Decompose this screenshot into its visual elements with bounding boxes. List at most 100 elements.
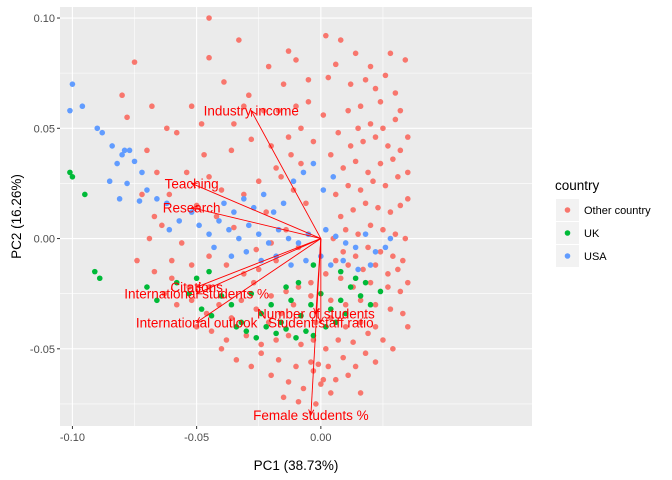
data-point-uk [206,268,212,275]
data-point-other-country [397,107,404,114]
data-point-usa [139,169,145,176]
data-point-usa [188,209,195,215]
data-point-other-country [168,257,175,264]
loading-label-industry-income: Industry income [204,104,299,119]
data-point-usa [255,231,262,237]
loading-label-student-staff-ratio: Student:staff ratio [268,315,374,330]
data-point-uk [293,334,299,341]
data-point-usa [241,196,247,202]
data-point-other-country [173,301,180,308]
data-point-other-country [280,81,287,87]
data-point-other-country [255,178,262,185]
data-point-other-country [255,266,262,273]
data-point-other-country [377,99,384,105]
data-point-other-country [355,231,361,237]
data-point-usa [320,187,327,193]
data-point-uk [323,323,329,330]
data-point-other-country [332,191,339,198]
data-point-other-country [263,209,269,215]
loading-label-citations: Citations [170,280,223,295]
data-point-other-country [385,284,391,290]
data-point-other-country [380,337,386,343]
data-point-other-country [377,248,384,255]
data-point-uk [273,330,279,337]
data-point-usa [236,235,242,242]
data-point-usa [362,231,369,237]
loading-arrowhead-teaching [190,182,198,189]
loading-arrow-industry-income [250,110,322,239]
data-point-other-country [188,103,195,110]
data-point-other-country [258,341,265,348]
data-point-other-country [241,103,247,110]
data-point-other-country [323,271,329,277]
data-point-other-country [188,262,195,268]
data-point-other-country [345,182,351,189]
loading-arrowhead-citations [195,282,203,288]
y-tick-label: 0.10 [34,13,55,25]
data-point-other-country [357,103,364,110]
data-point-other-country [345,372,351,379]
data-point-other-country [233,357,240,363]
data-point-other-country [206,253,212,259]
data-point-other-country [400,310,406,317]
data-point-other-country [380,125,386,132]
data-point-other-country [323,32,329,39]
data-point-other-country [404,134,411,140]
data-point-other-country [372,359,379,365]
data-point-other-country [223,337,230,343]
data-point-other-country [362,350,369,357]
data-point-usa [94,125,101,132]
data-point-uk [283,284,289,290]
data-point-usa [355,266,361,273]
data-point-other-country [260,107,267,114]
loading-arrowhead-student-staff-ratio [317,316,324,324]
data-point-other-country [375,204,381,211]
data-point-other-country [173,129,180,136]
data-point-other-country [332,257,339,264]
data-point-uk [96,275,103,282]
data-point-other-country [308,359,314,365]
data-point-other-country [327,390,334,396]
data-point-uk [278,319,284,326]
data-point-other-country [404,169,411,176]
data-point-other-country [216,301,222,308]
data-point-uk [243,328,250,334]
data-point-other-country [347,81,354,87]
legend-label-other-country: Other country [584,205,651,217]
data-point-other-country [231,224,237,231]
data-point-usa [260,191,267,198]
data-point-usa [131,158,138,165]
data-point-usa [221,200,227,207]
data-point-usa [124,180,130,187]
data-point-other-country [385,143,391,149]
data-point-other-country [335,337,342,343]
legend-label-usa: USA [584,251,607,263]
y-tick-label: 0.05 [34,123,55,135]
data-point-other-country [208,328,215,334]
data-point-other-country [332,376,339,383]
data-point-other-country [201,151,207,158]
data-point-other-country [168,275,175,282]
data-point-other-country [367,63,374,70]
data-point-other-country [392,231,399,237]
data-point-uk [263,323,269,330]
data-point-usa [340,257,347,264]
data-point-other-country [243,332,250,339]
data-point-other-country [139,191,145,198]
y-axis-title: PC2 (16.26%) [9,174,24,259]
data-point-other-country [308,293,314,299]
data-point-other-country [352,363,359,370]
data-point-other-country [340,354,347,361]
data-point-other-country [228,147,235,154]
data-point-other-country [188,297,195,304]
data-point-usa [109,143,115,149]
data-point-other-country [350,339,356,346]
data-point-usa [136,198,143,204]
legend-marker-other-country [564,207,571,213]
data-point-other-country [382,182,389,189]
data-point-other-country [360,266,366,273]
data-point-other-country [236,37,242,43]
data-point-usa [206,231,212,237]
data-point-uk [82,191,88,198]
data-point-other-country [250,279,257,286]
